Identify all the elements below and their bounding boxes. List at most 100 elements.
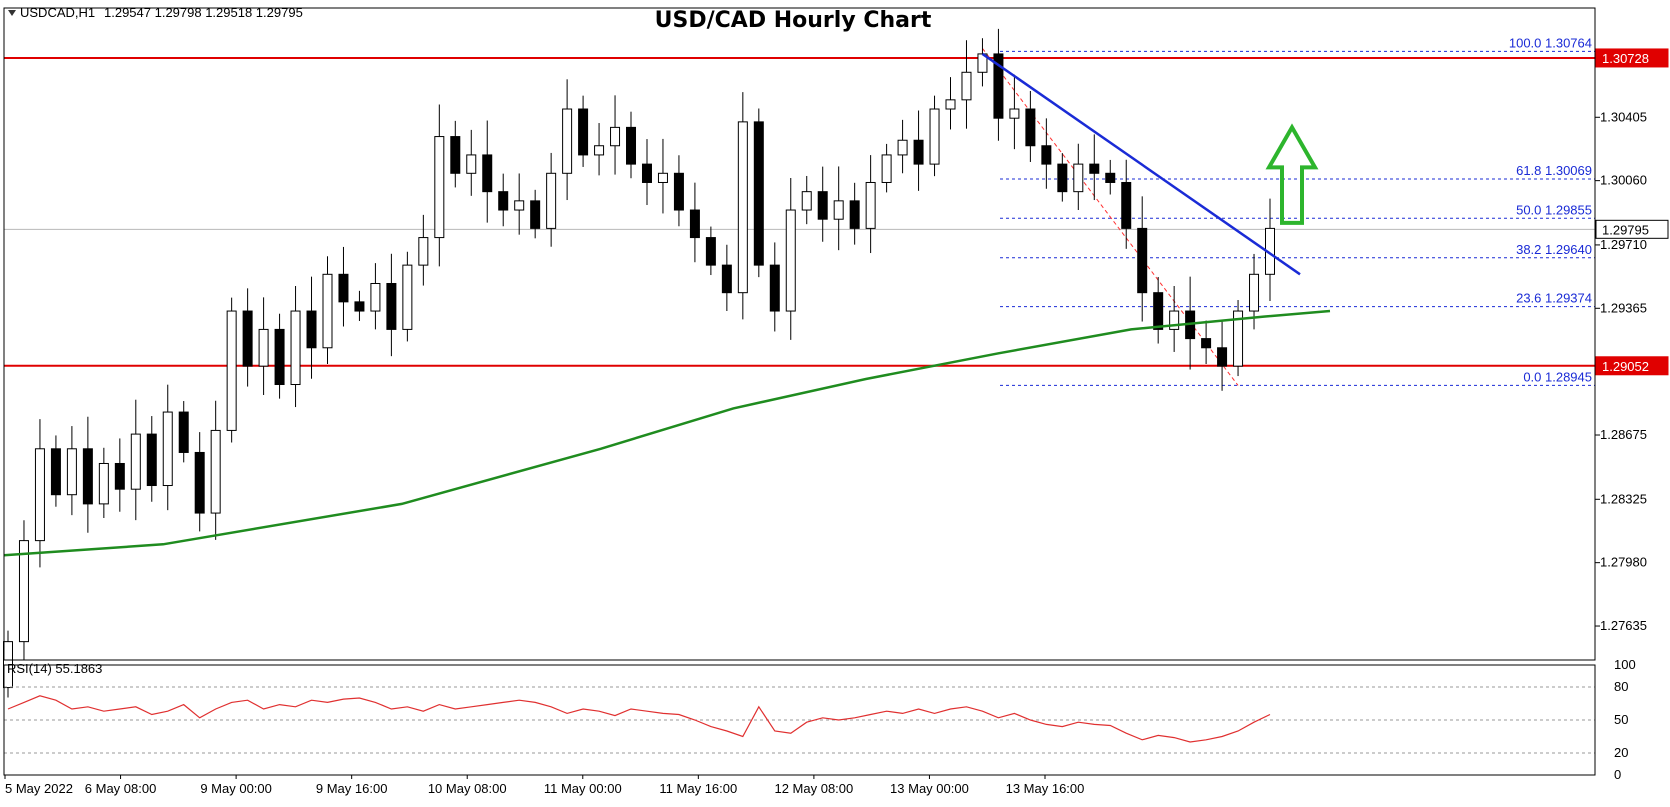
candle-body <box>1121 181 1132 229</box>
candle-body <box>130 433 141 490</box>
candlestick <box>242 288 253 387</box>
support-price-tag <box>1595 356 1669 376</box>
candlestick <box>1057 153 1068 202</box>
candle-body <box>50 448 61 496</box>
candle-body <box>546 172 557 229</box>
candlestick <box>929 95 940 177</box>
candle-body <box>194 451 205 514</box>
candlestick <box>162 384 173 511</box>
candle-body <box>578 108 589 156</box>
candlestick <box>657 138 668 214</box>
candle-body <box>306 310 317 349</box>
time-tick-label: 9 May 16:00 <box>316 781 388 796</box>
candlestick <box>290 285 301 408</box>
candlestick <box>114 438 125 512</box>
candlestick <box>338 246 349 327</box>
candle-body <box>34 448 45 542</box>
price-tick-label: 1.27980 <box>1600 555 1647 570</box>
candle-body <box>753 121 764 266</box>
candle-body <box>1025 108 1036 147</box>
candlestick <box>178 401 189 463</box>
candle-body <box>657 172 668 183</box>
chart-title: USD/CAD Hourly Chart <box>655 8 932 33</box>
candle-body <box>146 433 157 487</box>
moving-average-line <box>3 309 1331 557</box>
candle-body <box>466 154 477 174</box>
resistance-price-label: 1.30728 <box>1602 51 1649 66</box>
candlestick <box>977 38 988 87</box>
candlestick <box>1137 196 1148 322</box>
candle-body <box>354 301 365 312</box>
candlestick <box>18 520 29 660</box>
rsi-tick-label: 80 <box>1614 679 1628 694</box>
candle-body <box>82 448 93 505</box>
candlestick <box>721 244 732 312</box>
candle-body <box>1137 227 1148 294</box>
candlestick <box>849 182 860 245</box>
candlestick <box>418 214 429 286</box>
candle-body <box>66 448 77 496</box>
candlestick <box>1217 320 1228 391</box>
candle-body <box>881 154 892 183</box>
price-tick-label: 1.29365 <box>1600 300 1647 315</box>
candlestick <box>865 155 876 254</box>
candlestick <box>146 416 157 502</box>
candlestick <box>1025 90 1036 162</box>
candle-body <box>913 139 924 165</box>
candle-body <box>1169 310 1180 330</box>
candle-body <box>1057 163 1068 193</box>
candle-body <box>1041 145 1052 165</box>
time-tick-label: 13 May 16:00 <box>1006 781 1085 796</box>
candle-body <box>1009 108 1020 119</box>
candlestick <box>82 416 93 533</box>
time-tick-label: 11 May 00:00 <box>544 781 622 796</box>
candlestick <box>610 95 621 175</box>
candle-body <box>626 126 637 165</box>
candle-body <box>1105 172 1116 183</box>
fib-level-label: 0.0 1.28945 <box>1523 369 1592 384</box>
candle-body <box>785 209 796 312</box>
candlestick <box>673 155 684 227</box>
candlestick <box>322 256 333 365</box>
candle-body <box>98 462 109 505</box>
candle-body <box>689 209 700 239</box>
time-tick-label: 13 May 00:00 <box>890 781 969 796</box>
candlestick <box>1201 320 1212 365</box>
candle-body <box>801 191 812 211</box>
resistance-price-tag <box>1595 48 1669 68</box>
candlestick <box>546 152 557 247</box>
candlestick <box>801 175 812 225</box>
candlestick <box>258 297 269 395</box>
candlestick <box>66 426 77 516</box>
candlestick <box>1089 134 1100 201</box>
candle-body <box>210 429 221 514</box>
rsi-tick-label: 20 <box>1614 745 1628 760</box>
candlestick <box>1009 74 1020 150</box>
main-frame <box>3 7 1596 661</box>
candle-body <box>242 310 253 367</box>
candlestick <box>961 40 972 129</box>
price-tick-label: 1.27635 <box>1600 618 1647 633</box>
candlestick <box>450 120 461 188</box>
fib-level-label: 38.2 1.29640 <box>1516 242 1592 257</box>
price-tick-label: 1.28675 <box>1600 427 1647 442</box>
header-dropdown-icon[interactable] <box>8 10 16 16</box>
candle-body <box>178 411 189 453</box>
price-tick-label: 1.28325 <box>1600 491 1647 506</box>
candle-body <box>1233 310 1244 367</box>
time-tick-label: 12 May 08:00 <box>774 781 853 796</box>
candle-body <box>1201 338 1212 349</box>
ohlc-readout: 1.29547 1.29798 1.29518 1.29795 <box>104 5 303 20</box>
candlestick <box>737 92 748 320</box>
candlestick <box>226 297 237 443</box>
candlestick <box>386 253 397 357</box>
candlestick <box>1169 285 1180 352</box>
candle-body <box>594 145 605 156</box>
candlestick <box>466 129 477 196</box>
candlestick <box>274 313 285 399</box>
bearish-trendline <box>981 52 1301 276</box>
candlestick <box>578 95 589 167</box>
candlestick <box>354 290 365 321</box>
candle-body <box>721 264 732 294</box>
